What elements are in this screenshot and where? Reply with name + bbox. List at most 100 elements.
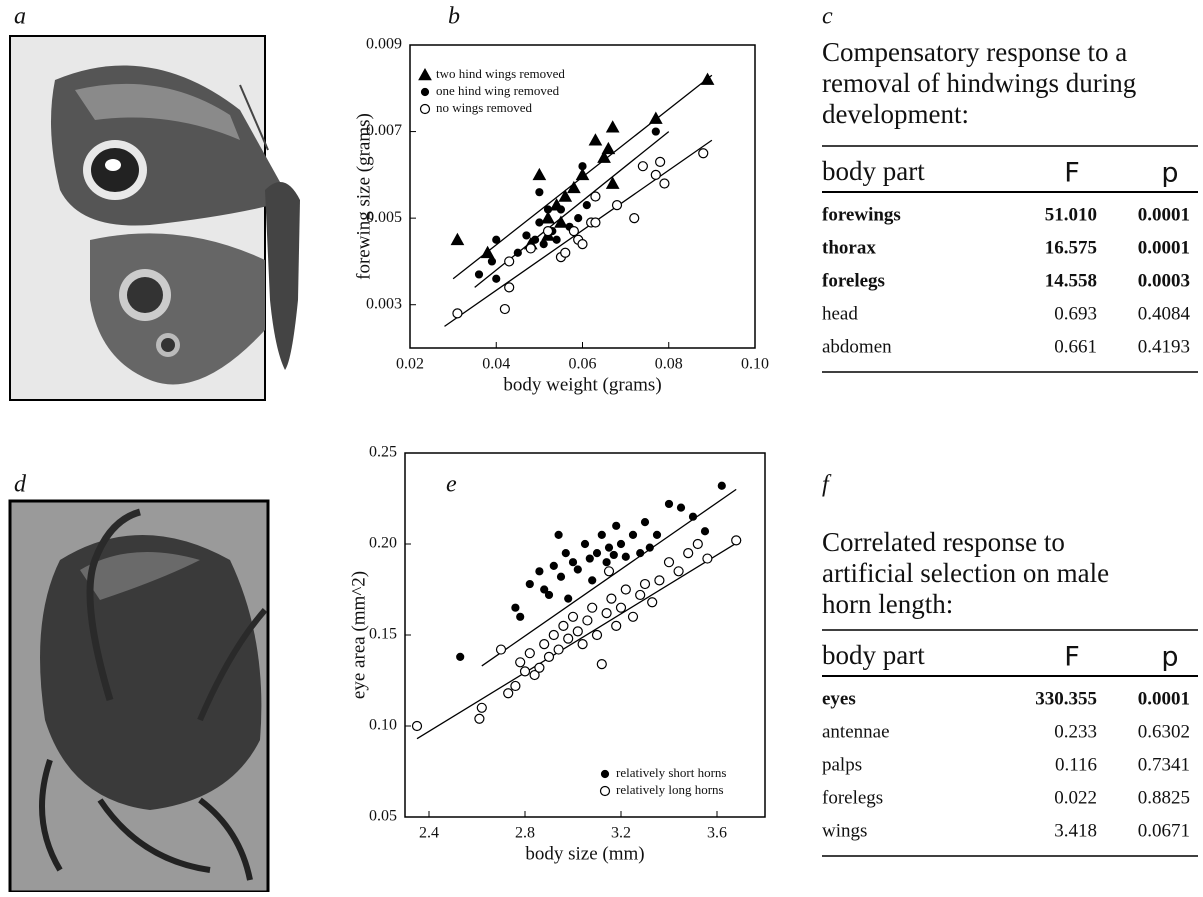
point [577,239,588,250]
point [511,603,520,612]
y-tick-label: 0.05 [369,808,397,825]
table-title: Compensatory response to a [822,37,1127,67]
point [580,539,590,549]
point [543,651,555,662]
legend-marker [419,103,431,115]
panel-label: e [446,472,457,498]
y-axis-label: eye area (mm^2) [348,571,369,699]
point [519,666,531,677]
point [577,638,588,650]
point [552,235,561,244]
x-axis-label: body weight (grams) [503,374,661,395]
y-tick-label: 0.15 [369,626,397,643]
table-cell: 0.0671 [1138,820,1190,841]
point [637,161,648,172]
table-header: body part [822,156,925,186]
x-axis-label: body size (mm) [525,843,644,864]
table-cell: 0.0001 [1138,688,1190,709]
point [543,205,553,214]
point [542,226,554,237]
point [627,611,639,622]
table-cell: 0.4084 [1138,303,1191,324]
point [651,127,660,136]
x-tick-label: 0.04 [482,356,510,373]
point [621,552,630,561]
panel-label: a [14,4,26,30]
table-cell: 0.233 [1054,721,1097,742]
point [456,652,465,661]
point [654,575,665,586]
x-tick-label: 3.6 [707,825,727,842]
table-cell: 0.693 [1054,303,1097,324]
y-tick-label: 0.005 [366,209,402,226]
point [492,235,501,244]
point [601,608,612,619]
y-axis-label: forewing size (grams) [353,113,374,280]
legend-marker [600,769,610,779]
legend-label: no wings removed [436,100,533,115]
point [549,561,558,570]
y-tick-label: 0.009 [366,36,402,53]
table-title: horn length: [822,589,953,619]
legend-label: two hind wings removed [436,66,565,81]
point [676,503,686,512]
point [548,629,559,641]
table-cell: forewings [822,204,901,225]
point [503,688,514,699]
point [659,178,670,189]
point [492,274,501,283]
table-cell: wings [822,820,867,841]
y-tick-label: 0.25 [369,444,397,461]
point [535,567,544,576]
point [605,176,620,189]
point [628,530,638,540]
point [532,167,547,181]
point [587,602,598,613]
point [495,644,507,655]
y-tick-label: 0.003 [366,295,402,312]
point [504,256,515,267]
y-tick-label: 0.20 [369,535,397,552]
point [487,257,497,266]
x-tick-label: 3.2 [611,825,631,842]
point [568,226,579,237]
point [683,547,694,559]
point [556,205,566,214]
point [609,550,618,560]
legend-label: relatively short horns [616,765,726,780]
point [476,702,487,713]
table-cell: 0.116 [1055,754,1097,775]
point [629,213,640,224]
table-cell: 3.418 [1054,820,1097,841]
point [554,215,568,228]
point [535,218,544,227]
x-tick-label: 0.06 [569,356,597,373]
x-tick-label: 2.4 [419,825,439,842]
point [544,590,554,600]
point [553,644,564,655]
y-tick-label: 0.007 [366,122,402,139]
point [578,162,587,171]
point [688,512,698,521]
point [556,572,566,581]
point [605,120,620,133]
panel-label: b [448,4,460,30]
point [602,558,611,567]
point [540,585,549,594]
point [411,720,423,732]
point [582,615,593,626]
point [606,593,617,604]
table-cell: 51.010 [1045,204,1097,225]
point [698,148,709,159]
table-cell: 0.661 [1054,336,1097,357]
point [596,659,607,670]
table-header: F [1064,642,1080,673]
legend-marker [420,87,430,97]
x-tick-label: 0.10 [741,356,769,373]
point [603,566,615,577]
fit-line [474,131,670,288]
table-cell: head [822,303,858,324]
point [513,248,522,257]
point [731,535,742,546]
